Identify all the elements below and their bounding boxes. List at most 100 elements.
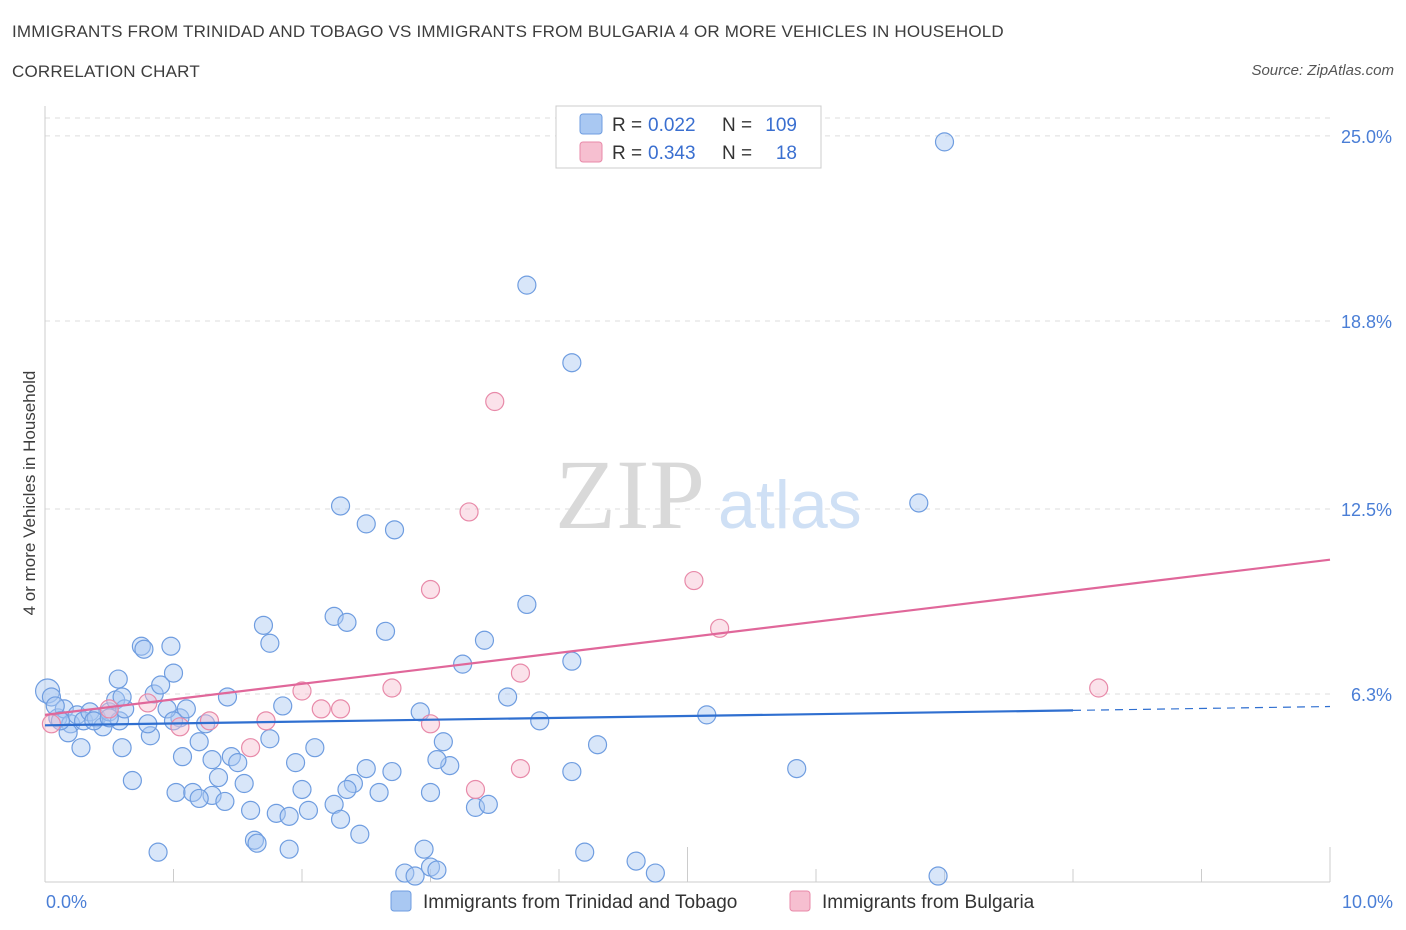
bulgaria-point-5: [241, 738, 261, 758]
trinidad-point-48: [260, 729, 280, 749]
chart-title: IMMIGRANTS FROM TRINIDAD AND TOBAGO VS I…: [12, 22, 1004, 41]
bulgaria-point-0: [41, 714, 62, 734]
stats-n-value-2: 18: [776, 143, 797, 164]
trinidad-point-27: [163, 663, 184, 683]
trinidad-point-66: [427, 860, 447, 880]
legend-swatch-bulgaria: [789, 890, 811, 912]
y-axis-label: 4 or more Vehicles in Household: [20, 371, 39, 616]
trinidad-point-29: [176, 699, 196, 719]
stats-n-label-1: N =: [722, 115, 752, 136]
y-tick-label-2: 18.8%: [1341, 312, 1392, 332]
trinidad-point-67: [433, 732, 453, 752]
bulgaria-point-10: [382, 678, 402, 698]
trinidad-point-36: [172, 747, 193, 767]
stats-legend-swatch-2: [579, 141, 603, 163]
stats-r-value-2: 0.343: [648, 143, 696, 164]
trinidad-point-50: [279, 806, 299, 826]
trinidad-point-61: [382, 761, 402, 782]
trinidad-point-93: [375, 621, 396, 641]
legend-label-bulgaria: Immigrants from Bulgaria: [822, 892, 1035, 913]
bulgaria-point-3: [170, 717, 190, 737]
trinidad-point-51: [285, 753, 306, 773]
trinidad-point-105: [273, 696, 293, 716]
x-tick-label-1: 10.0%: [1342, 892, 1393, 912]
trinidad-point-73: [587, 735, 608, 755]
trinidad-point-33: [122, 770, 142, 791]
trend-lines: [44, 558, 1331, 727]
trinidad-point-91: [260, 633, 280, 653]
bulgaria-point-8: [311, 699, 331, 719]
bulgaria-point-6: [256, 711, 276, 731]
trend-line-trinidad-extension: [1072, 705, 1331, 711]
trinidad-point-71: [498, 687, 518, 707]
trinidad-point-25: [151, 675, 171, 695]
watermark-atlas: atlas: [718, 467, 862, 543]
trend-line-bulgaria: [44, 558, 1331, 716]
trinidad-point-52: [292, 779, 312, 800]
watermark: ZIP atlas: [555, 439, 862, 550]
trinidad-point-60: [369, 782, 389, 803]
trinidad-point-98: [279, 839, 299, 859]
bulgaria-point-4: [199, 711, 220, 731]
trinidad-point-23: [134, 639, 154, 659]
bulgaria-point-7: [292, 681, 312, 701]
trinidad-point-41: [208, 767, 229, 788]
trinidad-point-107: [427, 750, 447, 770]
trinidad-point-56: [330, 809, 351, 829]
trinidad-point-84: [384, 520, 405, 540]
trinidad-point-89: [934, 132, 955, 152]
trinidad-point-58: [350, 824, 370, 844]
stats-n-value-1: 109: [765, 115, 797, 136]
trinidad-point-108: [530, 711, 550, 731]
source-credit: Source: ZipAtlas.com: [1251, 62, 1394, 79]
trinidad-point-96: [420, 782, 441, 803]
watermark-zip: ZIP: [555, 439, 705, 550]
trinidad-point-14: [58, 723, 78, 743]
trinidad-point-76: [645, 863, 665, 883]
x-tick-label-0: 0.0%: [46, 892, 87, 912]
trinidad-point-59: [356, 758, 376, 779]
trinidad-point-97: [337, 779, 357, 800]
trinidad-point-70: [478, 794, 498, 815]
stats-legend-swatch-1: [579, 113, 603, 135]
series-legend: Immigrants from Trinidad and Tobago Immi…: [390, 890, 1035, 913]
bulgaria-point-20: [465, 779, 486, 800]
trinidad-point-20: [108, 669, 128, 689]
trinidad-point-15: [71, 738, 91, 758]
legend-swatch-trinidad: [390, 890, 412, 912]
stats-r-label-1: R =: [612, 115, 642, 136]
trinidad-point-35: [166, 782, 186, 803]
trinidad-point-95: [562, 651, 582, 671]
tick-labels: 6.3% 12.5% 18.8% 25.0% 0.0% 10.0%: [46, 127, 1393, 912]
trinidad-point-86: [517, 275, 537, 295]
stats-r-label-2: R =: [612, 143, 642, 164]
trinidad-point-54: [305, 738, 325, 758]
trinidad-point-79: [928, 866, 948, 886]
bulgaria-point-15: [510, 663, 531, 683]
trinidad-point-88: [909, 493, 929, 513]
trinidad-point-53: [298, 800, 319, 820]
trinidad-point-22: [131, 636, 151, 656]
trinidad-point-75: [626, 851, 646, 871]
stats-r-value-1: 0.022: [648, 115, 696, 136]
axes: [44, 106, 1331, 883]
trinidad-point-74: [575, 842, 595, 862]
trinidad-point-31: [140, 726, 160, 746]
bulgaria-point-17: [1089, 678, 1109, 698]
trinidad-point-104: [217, 687, 238, 707]
y-tick-label-0: 6.3%: [1351, 685, 1392, 705]
bulgaria-point-11: [420, 714, 441, 734]
stats-n-label-2: N =: [722, 143, 752, 164]
trinidad-point-34: [148, 842, 168, 862]
bulgaria-point-13: [459, 502, 479, 522]
trinidad-point-46: [244, 830, 265, 850]
trinidad-point-44: [228, 753, 248, 773]
y-tick-label-3: 25.0%: [1341, 127, 1392, 147]
trinidad-point-103: [202, 750, 222, 770]
trinidad-point-99: [189, 788, 209, 809]
trinidad-point-38: [189, 732, 209, 752]
trinidad-point-12: [112, 738, 132, 758]
trinidad-point-26: [161, 636, 181, 656]
trinidad-point-72: [562, 761, 582, 782]
